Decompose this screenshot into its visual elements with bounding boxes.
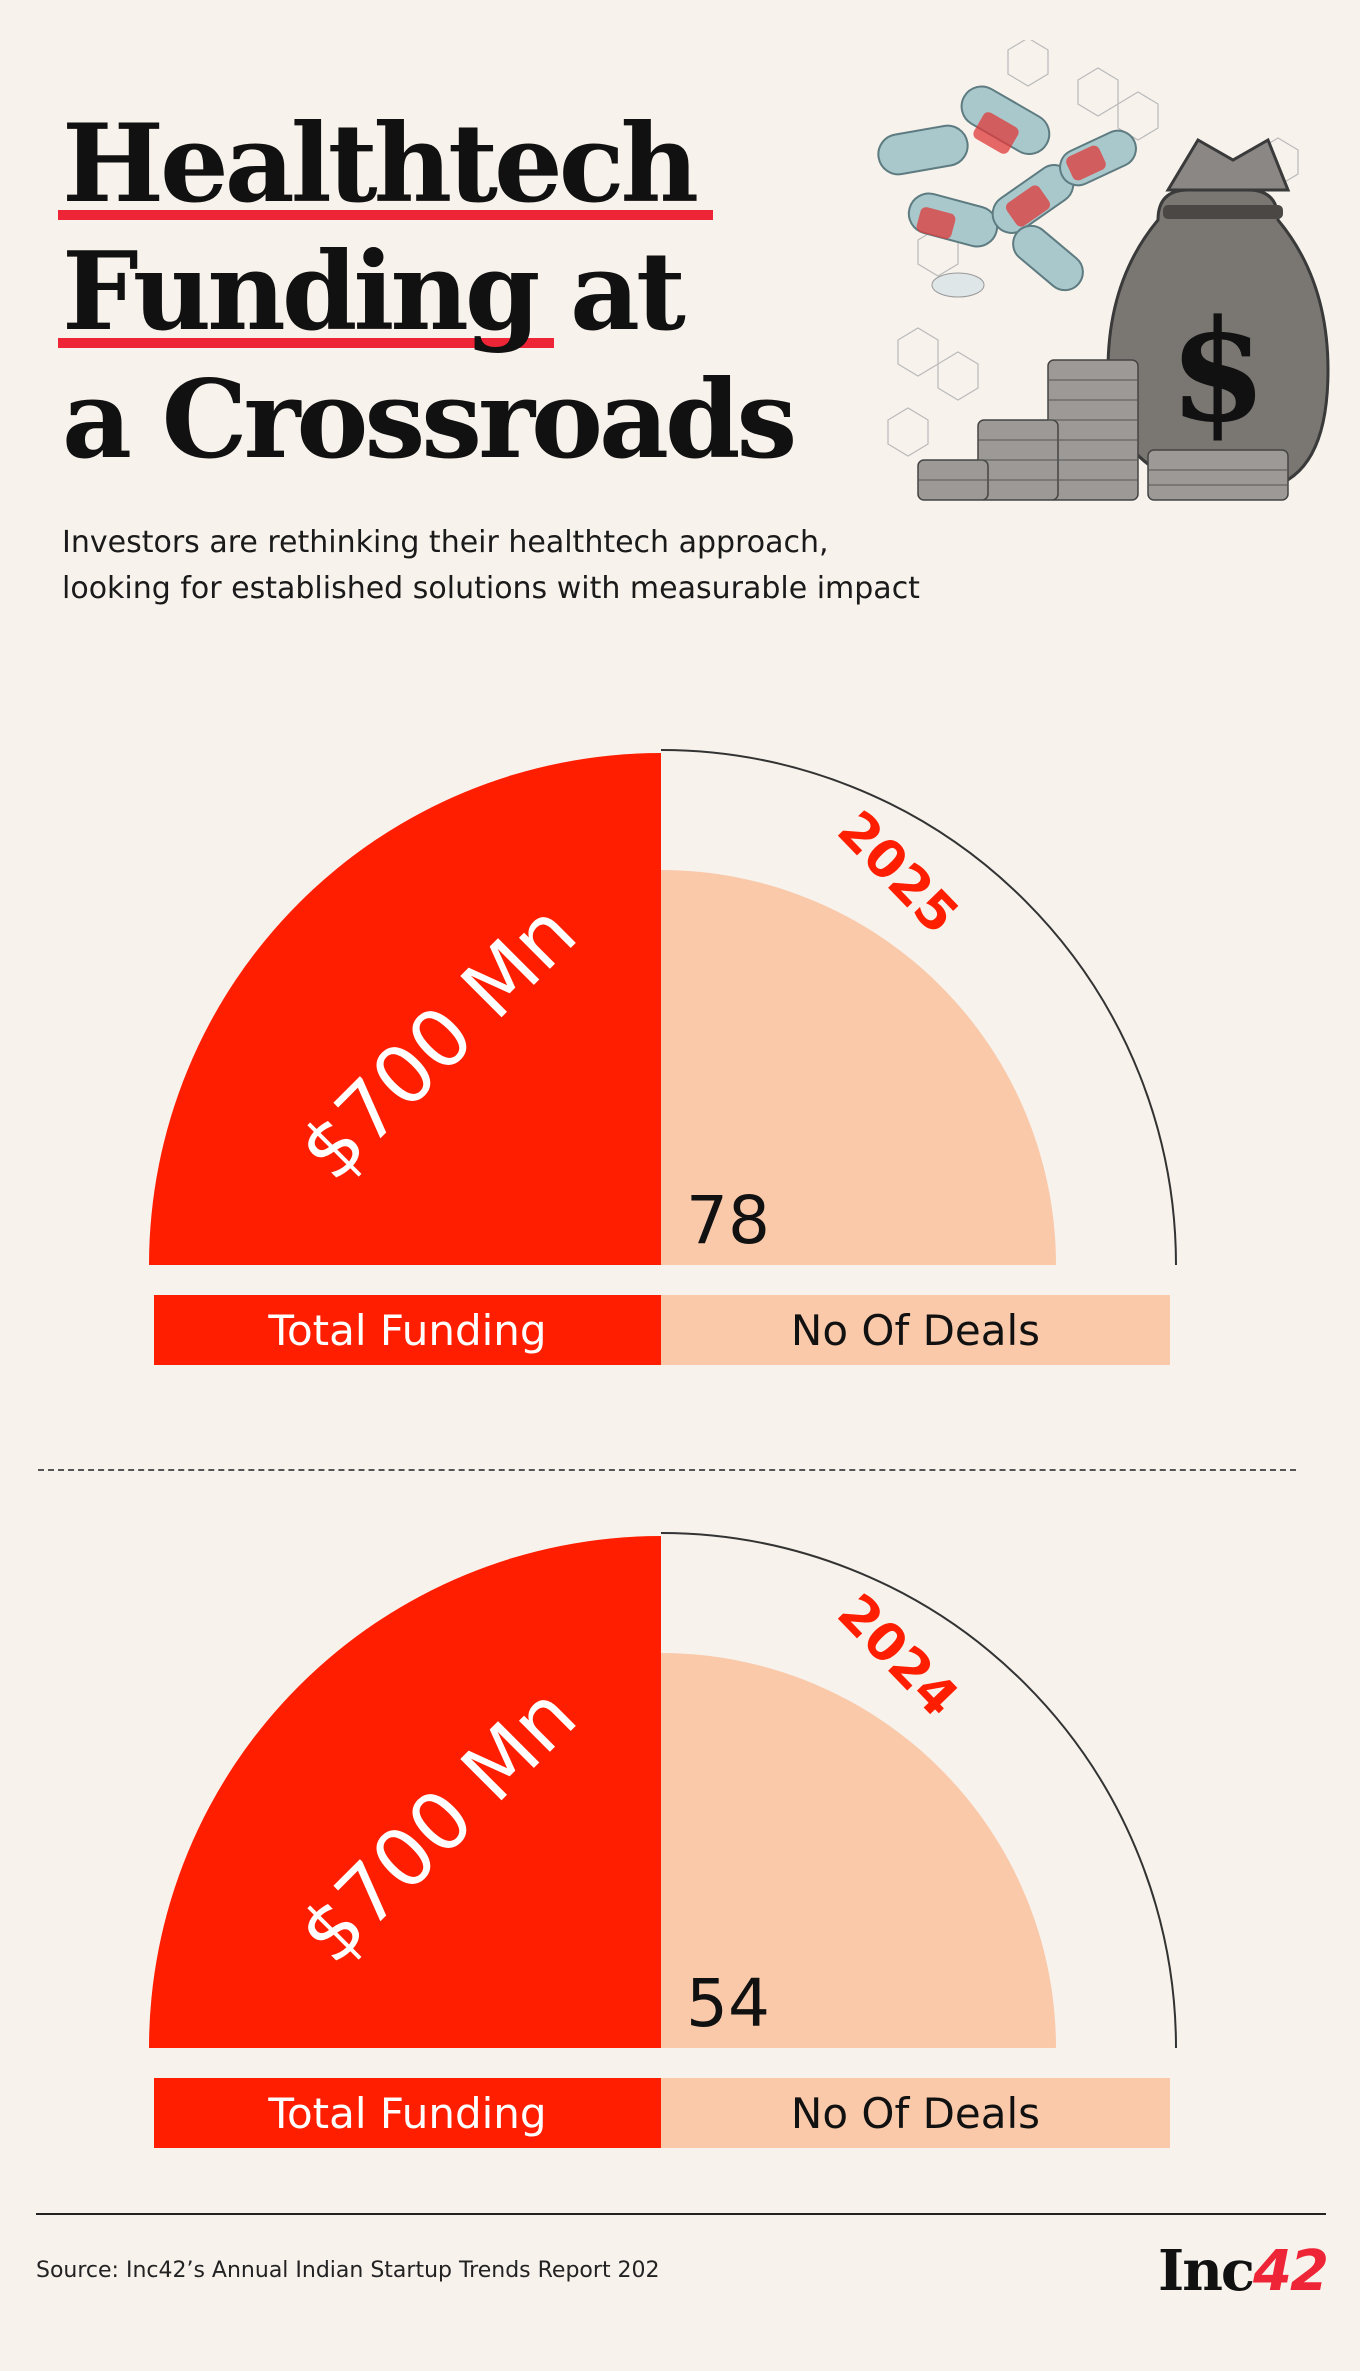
inc42-logo: Inc42 xyxy=(1158,2238,1329,2304)
svg-text:$: $ xyxy=(1169,290,1266,454)
footer-rule xyxy=(36,2213,1326,2215)
funding-wedge xyxy=(149,1536,661,2048)
logo-text-inc: Inc xyxy=(1158,2238,1255,2304)
logo-text-42: 42 xyxy=(1253,2239,1329,2304)
title-line-1: Healthtech xyxy=(57,101,714,227)
page-title: Healthtech Funding at a Crossroads xyxy=(57,100,797,484)
legend-total-funding: Total Funding xyxy=(154,2078,661,2148)
money-bag-and-pills-icon: $ xyxy=(858,37,1338,515)
title-line-3: a Crossroads xyxy=(62,357,797,483)
funding-wedge xyxy=(149,753,661,1265)
deals-value-label: 54 xyxy=(686,1965,770,2042)
legend-no-of-deals: No Of Deals xyxy=(661,2078,1170,2148)
deals-wedge xyxy=(661,870,1056,1265)
year-outer-arc xyxy=(660,1532,1177,2049)
funding-chart-2025-svg: $700 Mn 78 2025 xyxy=(149,749,1177,1266)
page-subtitle: Investors are rethinking their healthtec… xyxy=(62,520,920,612)
title-line-2-highlight: Funding xyxy=(57,229,555,355)
deals-wedge xyxy=(661,1653,1056,2048)
title-line-2-rest: at xyxy=(570,229,686,355)
funding-chart-2024: $700 Mn 54 2024 Total Funding No Of Deal… xyxy=(0,1528,1360,2148)
subtitle-line-1: Investors are rethinking their healthtec… xyxy=(62,525,829,560)
source-note: Source: Inc42’s Annual Indian Startup Tr… xyxy=(36,2258,660,2283)
funding-chart-2024-svg: $700 Mn 54 2024 xyxy=(149,1532,1177,2049)
legend-no-of-deals: No Of Deals xyxy=(661,1295,1170,1365)
funding-chart-2025: $700 Mn 78 2025 Total Funding No Of Deal… xyxy=(0,745,1360,1365)
deals-value-label: 78 xyxy=(686,1182,770,1259)
legend-total-funding: Total Funding xyxy=(154,1295,661,1365)
year-outer-arc xyxy=(660,749,1177,1266)
subtitle-line-2: looking for established solutions with m… xyxy=(62,571,920,606)
section-divider xyxy=(38,1469,1296,1471)
